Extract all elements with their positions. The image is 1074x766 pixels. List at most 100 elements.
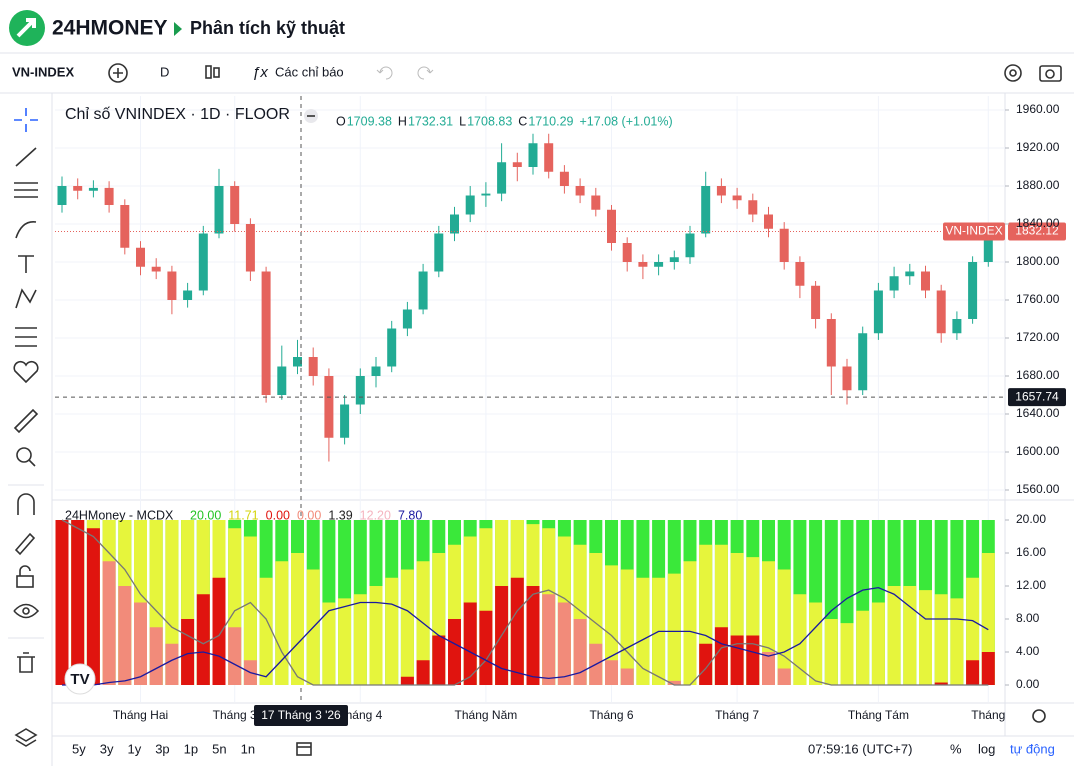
range-button[interactable]: 1n	[241, 741, 255, 756]
chart-type[interactable]	[205, 65, 220, 79]
brand: 24HMONEY	[52, 17, 168, 40]
candle-body	[418, 271, 428, 310]
interval[interactable]: D	[160, 64, 169, 79]
candle-body	[120, 205, 130, 248]
pattern-tool[interactable]	[15, 288, 37, 309]
tv-logo: TV	[64, 663, 96, 695]
indicator-bar	[605, 660, 618, 685]
indicator-bar	[573, 619, 587, 685]
candle-body	[921, 271, 930, 291]
screenshot[interactable]	[1039, 65, 1062, 82]
crosshair-date: 17 Tháng 3 '26	[261, 708, 341, 722]
collapse-button[interactable]	[304, 109, 318, 123]
last-label-bg	[943, 222, 1005, 241]
candle-body	[748, 200, 758, 215]
candle-body	[481, 193, 491, 196]
zoom-tool[interactable]	[16, 447, 36, 467]
settings[interactable]	[1004, 64, 1022, 82]
add-symbol[interactable]	[108, 63, 128, 83]
y-tick-label: 20.00	[1016, 512, 1046, 526]
candle-body	[104, 187, 114, 205]
indicators[interactable]: Các chỉ báo	[275, 64, 344, 79]
text-tool[interactable]	[18, 255, 34, 273]
delete-tool[interactable]	[17, 652, 35, 673]
indicator-bar	[667, 573, 681, 685]
indicator-bar	[856, 610, 870, 685]
line-tool[interactable]	[15, 147, 37, 167]
lock-tool[interactable]	[16, 565, 34, 588]
favorite-tool[interactable]	[13, 360, 39, 384]
undo[interactable]	[376, 66, 393, 80]
brush-tool[interactable]	[15, 221, 37, 239]
auto-toggle[interactable]: tự động	[1010, 741, 1055, 756]
y-tick-label: 1760.00	[1016, 292, 1060, 306]
indicators-button[interactable]: ƒx	[252, 64, 268, 81]
last-label: VN-INDEX	[945, 224, 1002, 238]
redo[interactable]	[417, 66, 434, 80]
ohlc-value: 1708.83	[467, 114, 512, 128]
indicator-title: 24HMoney - MCDX	[65, 508, 174, 522]
indicator-bar	[134, 602, 147, 685]
magnet-tool[interactable]	[17, 493, 35, 515]
fib-tool[interactable]	[14, 182, 38, 198]
log-toggle[interactable]: log	[978, 741, 995, 756]
lock-draw-tool[interactable]	[14, 532, 36, 556]
indicator-value: 11.71	[228, 508, 258, 522]
candle-body	[795, 262, 805, 286]
indicator-bar	[620, 668, 634, 685]
indicator-bar	[479, 610, 493, 685]
candle-body	[340, 404, 350, 438]
logo[interactable]	[9, 10, 45, 46]
ruler-tool[interactable]	[13, 408, 39, 434]
x-tick-label: Tháng 7	[715, 708, 759, 722]
range-button[interactable]: 1y	[127, 741, 141, 756]
percent-toggle[interactable]: %	[950, 741, 962, 756]
indicator-bar	[228, 627, 242, 685]
y-tick-label: 1800.00	[1016, 254, 1060, 268]
indicator-bar	[432, 635, 446, 685]
indicator-bar	[887, 586, 901, 685]
last-price-bg	[1008, 222, 1066, 241]
y-tick-label: 12.00	[1016, 578, 1046, 592]
y-tick-label: 0.00	[1016, 677, 1040, 691]
candle-body	[151, 266, 161, 272]
crosshair-tool[interactable]	[14, 108, 38, 132]
change: +17.08 (+1.01%)	[580, 114, 673, 128]
ohlc-key: H	[398, 114, 407, 128]
y-tick-label: 1680.00	[1016, 368, 1060, 382]
range-button[interactable]: 3p	[155, 741, 169, 756]
candle-body	[826, 319, 836, 367]
axis-settings[interactable]	[1032, 709, 1046, 723]
candle-body	[183, 290, 193, 300]
goto-date[interactable]	[296, 742, 312, 756]
x-tick-label: Tháng Hai	[113, 708, 168, 722]
candle-body	[842, 366, 852, 391]
layers-tool[interactable]	[14, 728, 38, 747]
y-tick-label: 1920.00	[1016, 140, 1060, 154]
visibility-tool[interactable]	[13, 603, 40, 619]
candle-body	[167, 271, 177, 300]
indicator-bar	[667, 680, 681, 685]
symbol[interactable]: VN-INDEX	[12, 64, 74, 79]
candle-body	[952, 319, 962, 334]
svg-text:TV: TV	[70, 671, 89, 688]
indicator-value: 0.00	[266, 508, 290, 522]
indicator-bar	[730, 635, 744, 685]
range-button[interactable]: 1p	[184, 741, 198, 756]
prediction-tool[interactable]	[15, 327, 37, 347]
range-button[interactable]: 5n	[212, 741, 226, 756]
candle-body	[983, 231, 993, 262]
range-button[interactable]: 3y	[100, 741, 114, 756]
indicator-bar	[275, 561, 289, 685]
candle-body	[402, 309, 412, 329]
candle-body	[245, 224, 255, 272]
candle-body	[638, 262, 648, 267]
candle-body	[88, 187, 98, 191]
candle-body	[450, 214, 459, 234]
range-button[interactable]: 5y	[72, 741, 86, 756]
indicator-bar	[793, 594, 807, 685]
candle-body	[230, 186, 240, 224]
ohlc-value: 1710.29	[528, 114, 573, 128]
candle-body	[685, 233, 695, 258]
candle-body	[622, 243, 632, 262]
